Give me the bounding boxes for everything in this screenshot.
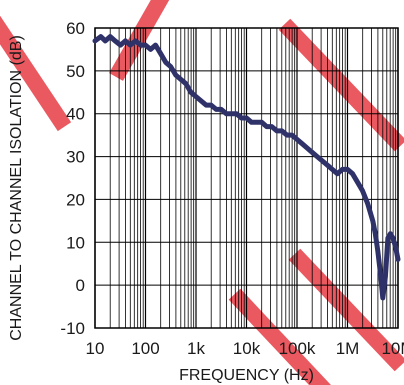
series-layer: [92, 34, 401, 301]
watermark-stripe: [228, 288, 331, 385]
y-tick-label: 20: [66, 190, 85, 209]
watermark-stripe: [109, 0, 170, 81]
y-tick-label: -10: [60, 319, 85, 338]
x-axis-title: FREQUENCY (Hz): [179, 367, 314, 384]
plot-frame: [94, 27, 399, 329]
y-tick-label: 60: [66, 19, 85, 38]
y-tick-label: 0: [76, 276, 85, 295]
y-axis-title: CHANNEL TO CHANNEL ISOLATION (dB): [8, 35, 25, 341]
minor-gridlines: [109, 28, 397, 328]
x-tick-label: 1k: [187, 339, 205, 358]
x-tick-label: 10k: [233, 339, 261, 358]
x-tick-labels: 10 100 1k 10k 100k 1M 10M: [86, 339, 404, 358]
watermark-stripe: [0, 15, 72, 132]
y-tick-label: 10: [66, 233, 85, 252]
y-tick-label: 40: [66, 105, 85, 124]
y-tick-label: 30: [66, 148, 85, 167]
x-tick-label: 100k: [279, 339, 316, 358]
x-tick-label: 10M: [381, 339, 404, 358]
y-tick-labels: -10 0 10 20 30 40 50 60: [60, 19, 85, 338]
x-tick-label: 10: [86, 339, 105, 358]
series-line-0: [92, 34, 401, 301]
x-tick-label: 100: [131, 339, 159, 358]
y-tick-label: 50: [66, 62, 85, 81]
x-tick-label: 1M: [336, 339, 360, 358]
